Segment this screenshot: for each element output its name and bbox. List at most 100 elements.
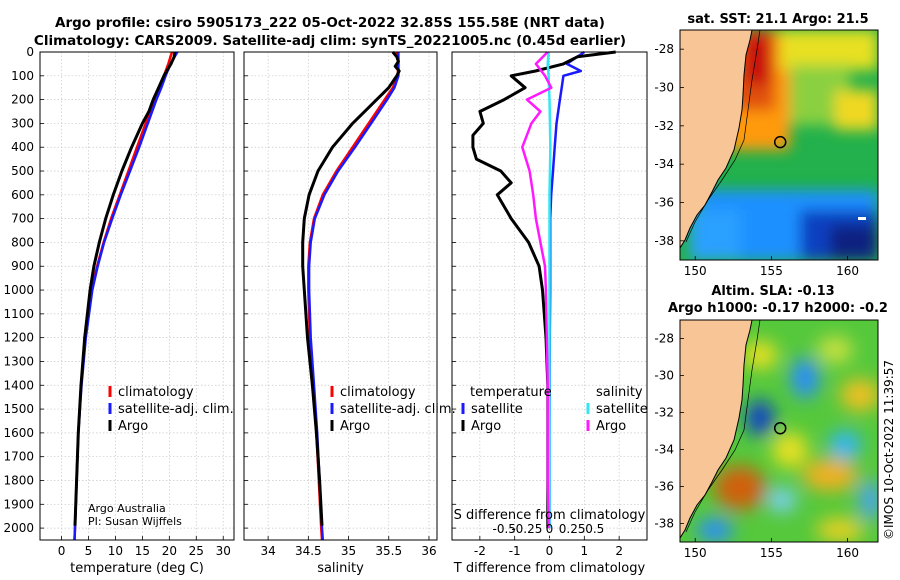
salinity-profile-panel: 34 34.5 35 35.5 36 salinity climatology satelli… xyxy=(243,51,456,576)
depth-tick-label: 300 xyxy=(11,116,34,130)
temp-xtick-label: 10 xyxy=(108,544,123,558)
map-xtick-label: 155 xyxy=(760,546,783,560)
diff-series-s-satellite xyxy=(546,51,552,529)
temp-xtick-label: 5 xyxy=(85,544,93,558)
credit-pi: PI: Susan Wijffels xyxy=(88,515,182,528)
depth-tick-label: 1600 xyxy=(3,426,34,440)
sal-xtick-label: 34.5 xyxy=(295,544,322,558)
diff-xlabel: T difference from climatology xyxy=(453,561,646,576)
map-xtick-label: 150 xyxy=(684,264,707,278)
sla-map: Altim. SLA: -0.13 Argo h1000: -0.17 h200… xyxy=(654,284,888,560)
map-ytick-label: -34 xyxy=(654,157,674,171)
diff-frame xyxy=(451,51,648,541)
imos-watermark: ©IMOS 10-Oct-2022 11:39:57 xyxy=(882,360,896,540)
depth-tick-label: 1900 xyxy=(3,497,34,511)
map-ytick-label: -28 xyxy=(654,42,674,56)
sal-xtick-label: 36 xyxy=(421,544,436,558)
credit-institution: Argo Australia xyxy=(88,502,166,515)
temp-legend-label: Argo xyxy=(118,419,148,434)
sla-map-subtitle: Argo h1000: -0.17 h2000: -0.2 xyxy=(668,301,888,316)
sal-legend-label: climatology xyxy=(340,385,416,400)
sst-land-mass xyxy=(680,30,752,248)
sal-series-satellite-adj-clim- xyxy=(307,52,400,541)
sla-map-title: Altim. SLA: -0.13 xyxy=(711,284,834,299)
map-ytick-label: -30 xyxy=(654,81,674,95)
diff-legend-salinity-title: salinity xyxy=(596,385,643,400)
map-ytick-label: -28 xyxy=(654,332,674,346)
diff-legend-label: Argo xyxy=(471,419,501,434)
sst-map: sat. SST: 21.1 Argo: 21.5 xyxy=(654,12,879,278)
diff-legend-label: Argo xyxy=(596,419,626,434)
depth-tick-label: 1800 xyxy=(3,473,34,487)
diff-stick-label: 0.25 xyxy=(559,522,586,536)
temperature-profile-panel: 0100200300400500600700800900100011001200… xyxy=(3,45,235,576)
depth-tick-label: 200 xyxy=(11,93,34,107)
title-line-2: Climatology: CARS2009. Satellite-adj cli… xyxy=(34,33,626,49)
depth-tick-label: 600 xyxy=(11,188,34,202)
depth-tick-label: 2000 xyxy=(3,521,34,535)
sla-land-mass xyxy=(680,320,752,538)
sal-legend-label: satellite-adj. clim. xyxy=(340,402,456,417)
sla-map-field xyxy=(680,320,878,542)
map-xtick-label: 150 xyxy=(684,546,707,560)
depth-tick-label: 1700 xyxy=(3,450,34,464)
diff-xtick-label: -2 xyxy=(474,544,486,558)
temp-xtick-label: 15 xyxy=(135,544,150,558)
sal-series-climatology xyxy=(307,51,400,541)
diff-xtick-label: 0 xyxy=(546,544,554,558)
temp-xtick-label: 20 xyxy=(162,544,177,558)
depth-tick-label: 1500 xyxy=(3,402,34,416)
depth-tick-label: 0 xyxy=(26,45,34,59)
map-xtick-label: 160 xyxy=(836,264,859,278)
temp-legend-label: satellite-adj. clim. xyxy=(118,402,234,417)
title-line-1: Argo profile: csiro 5905173_222 05-Oct-2… xyxy=(55,15,605,31)
sal-frame xyxy=(243,51,438,541)
temp-series-argo xyxy=(73,51,177,526)
map-xtick-label: 160 xyxy=(836,546,859,560)
diff-xtick-label: 1 xyxy=(581,544,589,558)
sal-xlabel: salinity xyxy=(317,561,364,576)
depth-tick-label: 1100 xyxy=(3,307,34,321)
temp-legend-label: climatology xyxy=(118,385,194,400)
diff-xtick-label: 2 xyxy=(615,544,623,558)
depth-tick-label: 100 xyxy=(11,69,34,83)
sst-float-marker xyxy=(773,135,787,149)
temp-frame xyxy=(39,51,235,541)
diff-stick-label: -0.5 xyxy=(493,522,516,536)
map-xtick-label: 155 xyxy=(760,264,783,278)
depth-tick-label: 1000 xyxy=(3,283,34,297)
diff-series-s-argo xyxy=(521,51,553,529)
diff-legend-label: satellite xyxy=(596,402,648,417)
diff-stick-label: -0.25 xyxy=(511,522,542,536)
sal-series-argo xyxy=(301,51,401,526)
depth-tick-label: 1400 xyxy=(3,378,34,392)
diff-legend-label: satellite xyxy=(471,402,523,417)
map-ytick-label: -32 xyxy=(654,119,674,133)
sal-xtick-label: 35.5 xyxy=(375,544,402,558)
sst-map-title: sat. SST: 21.1 Argo: 21.5 xyxy=(687,12,868,27)
sst-map-field xyxy=(680,30,878,260)
diff-top-label: S difference from climatology xyxy=(454,508,646,523)
diff-stick-label: 0 xyxy=(546,522,554,536)
temp-xtick-label: 25 xyxy=(189,544,204,558)
temp-xlabel: temperature (deg C) xyxy=(70,561,204,576)
diff-legend-temperature-title: temperature xyxy=(470,385,552,400)
map-ytick-label: -38 xyxy=(654,517,674,531)
map-ytick-label: -36 xyxy=(654,480,674,494)
map-ytick-label: -34 xyxy=(654,443,674,457)
sal-xtick-label: 34 xyxy=(260,544,275,558)
depth-tick-label: 800 xyxy=(11,235,34,249)
sal-xtick-label: 35 xyxy=(341,544,356,558)
depth-tick-label: 1300 xyxy=(3,354,34,368)
depth-tick-label: 400 xyxy=(11,140,34,154)
temp-xtick-label: 30 xyxy=(216,544,231,558)
difference-profile-panel: -2 -1 0 1 2 T difference from climatology temp… xyxy=(451,50,648,576)
sal-legend-label: Argo xyxy=(340,419,370,434)
map-ytick-label: -30 xyxy=(654,369,674,383)
sla-float-marker xyxy=(773,421,787,435)
depth-tick-label: 900 xyxy=(11,259,34,273)
depth-tick-label: 500 xyxy=(11,164,34,178)
diff-xtick-label: -1 xyxy=(509,544,521,558)
depth-tick-label: 1200 xyxy=(3,331,34,345)
